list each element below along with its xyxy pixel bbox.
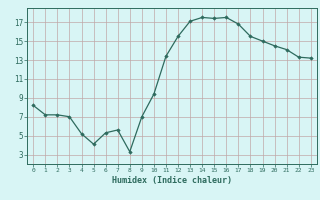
X-axis label: Humidex (Indice chaleur): Humidex (Indice chaleur) (112, 176, 232, 185)
